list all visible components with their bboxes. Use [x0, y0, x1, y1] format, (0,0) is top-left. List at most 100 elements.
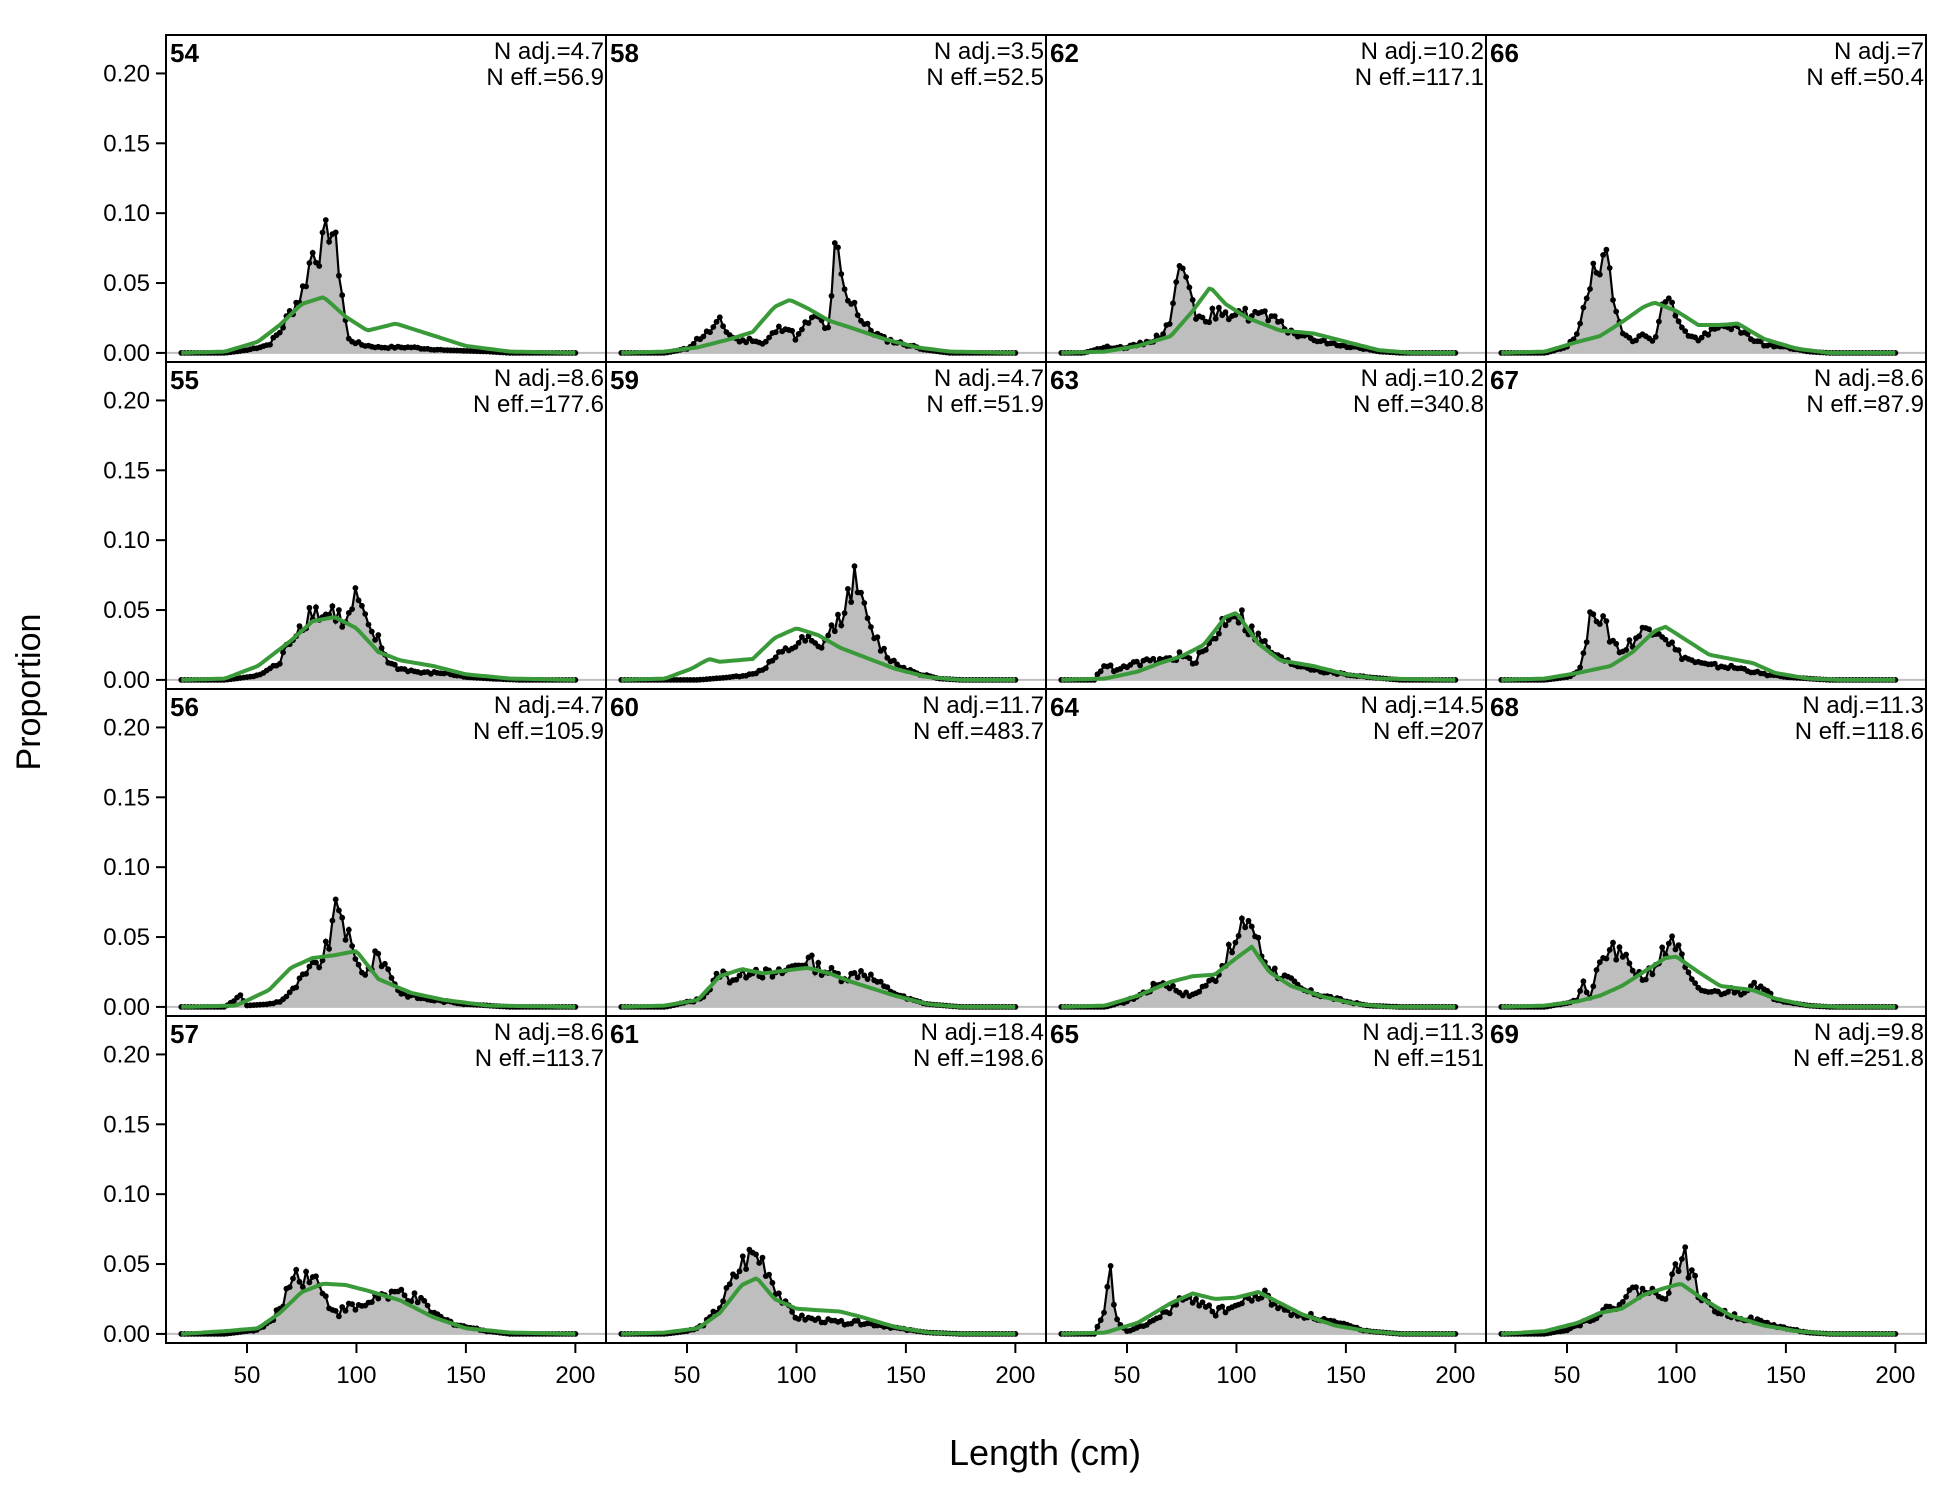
observed-point: [789, 1309, 795, 1315]
observed-point: [1239, 1300, 1245, 1307]
observed-point: [789, 327, 795, 334]
observed-point: [690, 340, 697, 347]
observed-point: [861, 600, 868, 606]
observed-point: [805, 320, 812, 326]
observed-point: [332, 1308, 339, 1314]
observed-point: [1665, 940, 1672, 947]
observed-area: [181, 899, 576, 1007]
observed-point: [1642, 976, 1649, 983]
observed-point: [1623, 951, 1629, 958]
observed-point: [1600, 613, 1606, 619]
observed-point: [851, 299, 858, 306]
observed-point: [815, 959, 822, 966]
observed-point: [1665, 1290, 1672, 1296]
observed-point: [345, 610, 352, 616]
observed-point: [1596, 271, 1603, 278]
observed-point: [332, 896, 339, 903]
panel-label: 63: [1050, 365, 1079, 395]
observed-point: [1206, 319, 1212, 326]
observed-point: [1685, 1274, 1692, 1281]
observed-point: [319, 957, 326, 964]
expected-line: [1501, 624, 1896, 682]
observed-point: [1189, 297, 1196, 303]
n-eff-label: N eff.=118.6: [1795, 718, 1924, 745]
n-adj-label: N adj.=14.5: [1361, 692, 1484, 719]
y-tick-label: 0.20: [103, 387, 150, 414]
n-eff-label: N eff.=113.7: [475, 1045, 604, 1072]
observed-point: [1101, 1309, 1107, 1316]
n-adj-label: N adj.=9.8: [1814, 1019, 1924, 1046]
observed-point: [854, 1317, 861, 1324]
observed-area: [181, 588, 576, 680]
y-tick-label: 0.05: [103, 270, 150, 297]
observed-area: [621, 243, 1016, 353]
n-adj-label: N adj.=8.6: [494, 1019, 604, 1046]
observed-point: [378, 645, 385, 651]
x-tick-label: 200: [995, 1362, 1035, 1389]
observed-point: [1675, 647, 1682, 653]
observed-point: [322, 1293, 329, 1300]
observed-point: [345, 926, 352, 933]
panel-60: 60 N adj.=11.7N eff.=483.7: [605, 688, 1047, 1017]
observed-point: [1606, 947, 1613, 953]
observed-point: [1623, 1293, 1629, 1300]
observed-point: [825, 324, 832, 331]
observed-point: [1669, 1271, 1675, 1278]
observed-point: [766, 334, 772, 341]
observed-point: [1170, 300, 1176, 307]
observed-point: [1669, 299, 1675, 306]
observed-point: [362, 611, 369, 617]
observed-point: [868, 624, 874, 630]
x-tick-label: 100: [336, 1362, 376, 1389]
observed-point: [322, 217, 329, 223]
observed-point: [368, 628, 375, 635]
panel-grid: 54 N adj.=4.7N eff.=56.955 N adj.=8.6N eff…: [165, 34, 1927, 1344]
observed-point: [276, 660, 283, 667]
observed-point: [1248, 623, 1255, 630]
observed-point: [1672, 1261, 1679, 1267]
expected-line: [181, 1281, 576, 1336]
observed-point: [1265, 317, 1272, 324]
observed-point: [299, 1284, 306, 1290]
observed-point: [1156, 1314, 1163, 1321]
observed-point: [401, 1292, 408, 1299]
observed-point: [1590, 983, 1597, 990]
observed-point: [1679, 1256, 1685, 1262]
observed-point: [1209, 305, 1216, 312]
observed-point: [710, 324, 717, 330]
observed-point: [759, 1254, 766, 1261]
observed-area: [1501, 1247, 1896, 1334]
observed-point: [1271, 965, 1278, 972]
x-tick-label: 200: [1435, 1362, 1475, 1389]
y-tick-label: 0.10: [103, 527, 150, 554]
x-tick-label: 200: [555, 1362, 595, 1389]
observed-point: [306, 1279, 313, 1286]
observed-point: [1222, 309, 1229, 316]
observed-point: [1675, 1268, 1682, 1275]
observed-point: [336, 907, 342, 914]
observed-point: [1613, 640, 1620, 647]
observed-point: [306, 604, 313, 611]
observed-point: [1111, 1301, 1117, 1308]
observed-point: [716, 314, 723, 321]
observed-point: [375, 950, 382, 957]
observed-point: [283, 993, 290, 1000]
n-adj-label: N adj.=3.5: [934, 38, 1044, 65]
observed-point: [799, 1312, 805, 1319]
observed-point: [1206, 1302, 1212, 1309]
panel-63: 63 N adj.=10.2N eff.=340.8: [1045, 361, 1487, 690]
n-eff-label: N eff.=52.5: [926, 64, 1044, 91]
observed-point: [864, 976, 871, 982]
observed-point: [336, 607, 342, 613]
x-tick-label: 100: [1656, 1362, 1696, 1389]
panel-label: 57: [170, 1019, 199, 1049]
y-tick-label: 0.00: [103, 340, 150, 367]
observed-point: [1616, 944, 1623, 951]
observed-point: [1603, 246, 1610, 253]
panel-label: 56: [170, 692, 199, 722]
observed-point: [1199, 314, 1206, 321]
observed-point: [1222, 622, 1229, 629]
observed-point: [795, 331, 802, 337]
expected-line: [181, 949, 576, 1009]
y-tick-label: 0.20: [103, 714, 150, 741]
